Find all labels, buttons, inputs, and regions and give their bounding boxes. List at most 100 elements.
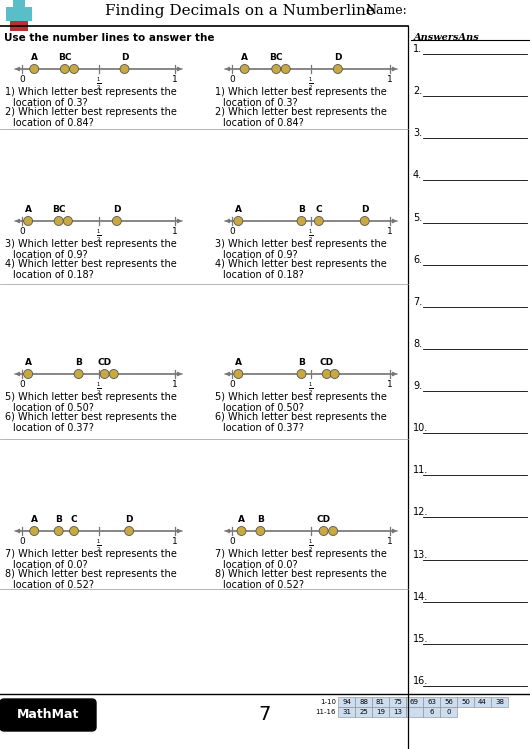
- Text: 69: 69: [410, 699, 419, 705]
- Text: $\frac{1}{2}$: $\frac{1}{2}$: [308, 538, 314, 554]
- Text: location of 0.52?: location of 0.52?: [13, 580, 94, 590]
- Circle shape: [297, 216, 306, 225]
- Text: 88: 88: [359, 699, 368, 705]
- Text: 5.: 5.: [413, 213, 422, 222]
- Text: location of 0.37?: location of 0.37?: [223, 423, 304, 433]
- Text: location of 0.37?: location of 0.37?: [13, 423, 94, 433]
- Text: 63: 63: [427, 699, 436, 705]
- Circle shape: [64, 216, 73, 225]
- Text: 9.: 9.: [413, 381, 422, 391]
- Text: D: D: [121, 53, 128, 62]
- Text: D: D: [126, 515, 133, 524]
- Text: CD: CD: [320, 358, 334, 367]
- Text: 1: 1: [387, 380, 393, 389]
- Text: $\frac{1}{2}$: $\frac{1}{2}$: [96, 228, 101, 244]
- FancyBboxPatch shape: [406, 697, 423, 707]
- Text: Finding Decimals on a Numberline: Finding Decimals on a Numberline: [105, 4, 375, 18]
- Text: A: A: [31, 53, 38, 62]
- Text: A: A: [31, 515, 38, 524]
- Text: 8) Which letter best represents the: 8) Which letter best represents the: [215, 569, 387, 579]
- FancyBboxPatch shape: [474, 697, 491, 707]
- Circle shape: [322, 369, 331, 378]
- Text: location of 0.84?: location of 0.84?: [13, 118, 94, 128]
- Text: 1: 1: [172, 75, 178, 84]
- Circle shape: [240, 64, 249, 73]
- Text: 1: 1: [387, 227, 393, 236]
- Text: location of 0.50?: location of 0.50?: [13, 403, 94, 413]
- Text: B: B: [298, 358, 305, 367]
- Circle shape: [314, 216, 323, 225]
- Text: 6) Which letter best represents the: 6) Which letter best represents the: [215, 412, 387, 422]
- Circle shape: [256, 527, 265, 536]
- Circle shape: [24, 369, 33, 378]
- Circle shape: [109, 369, 118, 378]
- Text: 38: 38: [495, 699, 504, 705]
- Text: 4.: 4.: [413, 171, 422, 181]
- Circle shape: [333, 64, 342, 73]
- Text: location of 0.9?: location of 0.9?: [13, 250, 87, 260]
- FancyBboxPatch shape: [457, 697, 474, 707]
- Text: C: C: [315, 205, 322, 214]
- Text: 6) Which letter best represents the: 6) Which letter best represents the: [5, 412, 176, 422]
- Text: location of 0.18?: location of 0.18?: [223, 270, 304, 280]
- Text: 7: 7: [259, 706, 271, 724]
- Text: 0: 0: [229, 380, 235, 389]
- Text: D: D: [113, 205, 121, 214]
- FancyBboxPatch shape: [406, 707, 423, 717]
- Circle shape: [100, 369, 109, 378]
- Text: A: A: [24, 205, 32, 214]
- Text: 11-16: 11-16: [315, 709, 336, 715]
- Text: 50: 50: [461, 699, 470, 705]
- Text: BC: BC: [269, 53, 283, 62]
- Text: A: A: [235, 358, 242, 367]
- Circle shape: [297, 369, 306, 378]
- Text: 3) Which letter best represents the: 3) Which letter best represents the: [215, 239, 387, 249]
- FancyBboxPatch shape: [423, 707, 440, 717]
- Circle shape: [120, 64, 129, 73]
- Text: $\frac{1}{2}$: $\frac{1}{2}$: [308, 76, 314, 92]
- Text: 16.: 16.: [413, 676, 428, 686]
- Text: location of 0.9?: location of 0.9?: [223, 250, 298, 260]
- Circle shape: [24, 216, 33, 225]
- Text: 0: 0: [229, 227, 235, 236]
- Text: 7) Which letter best represents the: 7) Which letter best represents the: [215, 549, 387, 559]
- Text: 10.: 10.: [413, 423, 428, 433]
- FancyBboxPatch shape: [338, 697, 355, 707]
- Text: $\frac{1}{2}$: $\frac{1}{2}$: [96, 76, 101, 92]
- Circle shape: [30, 527, 39, 536]
- Text: B: B: [257, 515, 264, 524]
- Circle shape: [281, 64, 290, 73]
- Text: 11.: 11.: [413, 465, 428, 476]
- Text: location of 0.3?: location of 0.3?: [13, 98, 87, 108]
- Text: D: D: [334, 53, 342, 62]
- Text: B: B: [75, 358, 82, 367]
- Circle shape: [237, 527, 246, 536]
- Circle shape: [69, 64, 78, 73]
- Text: 15.: 15.: [413, 634, 428, 644]
- Text: 6: 6: [429, 709, 434, 715]
- Text: location of 0.50?: location of 0.50?: [223, 403, 304, 413]
- FancyBboxPatch shape: [372, 707, 389, 717]
- Text: 0: 0: [446, 709, 450, 715]
- FancyBboxPatch shape: [355, 697, 372, 707]
- Text: 19: 19: [376, 709, 385, 715]
- Text: 0: 0: [19, 75, 25, 84]
- Text: location of 0.18?: location of 0.18?: [13, 270, 94, 280]
- Text: 94: 94: [342, 699, 351, 705]
- Circle shape: [360, 216, 369, 225]
- Text: $\frac{1}{2}$: $\frac{1}{2}$: [96, 538, 101, 554]
- Text: 1: 1: [172, 227, 178, 236]
- Text: 0: 0: [19, 380, 25, 389]
- Circle shape: [60, 64, 69, 73]
- Text: 12.: 12.: [413, 508, 428, 518]
- FancyBboxPatch shape: [389, 697, 406, 707]
- Text: 0: 0: [19, 537, 25, 546]
- FancyBboxPatch shape: [440, 697, 457, 707]
- Text: 2.: 2.: [413, 86, 422, 96]
- Circle shape: [125, 527, 134, 536]
- FancyBboxPatch shape: [13, 0, 25, 28]
- Text: location of 0.0?: location of 0.0?: [13, 560, 87, 570]
- Text: BC: BC: [58, 53, 72, 62]
- Text: 0: 0: [19, 227, 25, 236]
- Text: 56: 56: [444, 699, 453, 705]
